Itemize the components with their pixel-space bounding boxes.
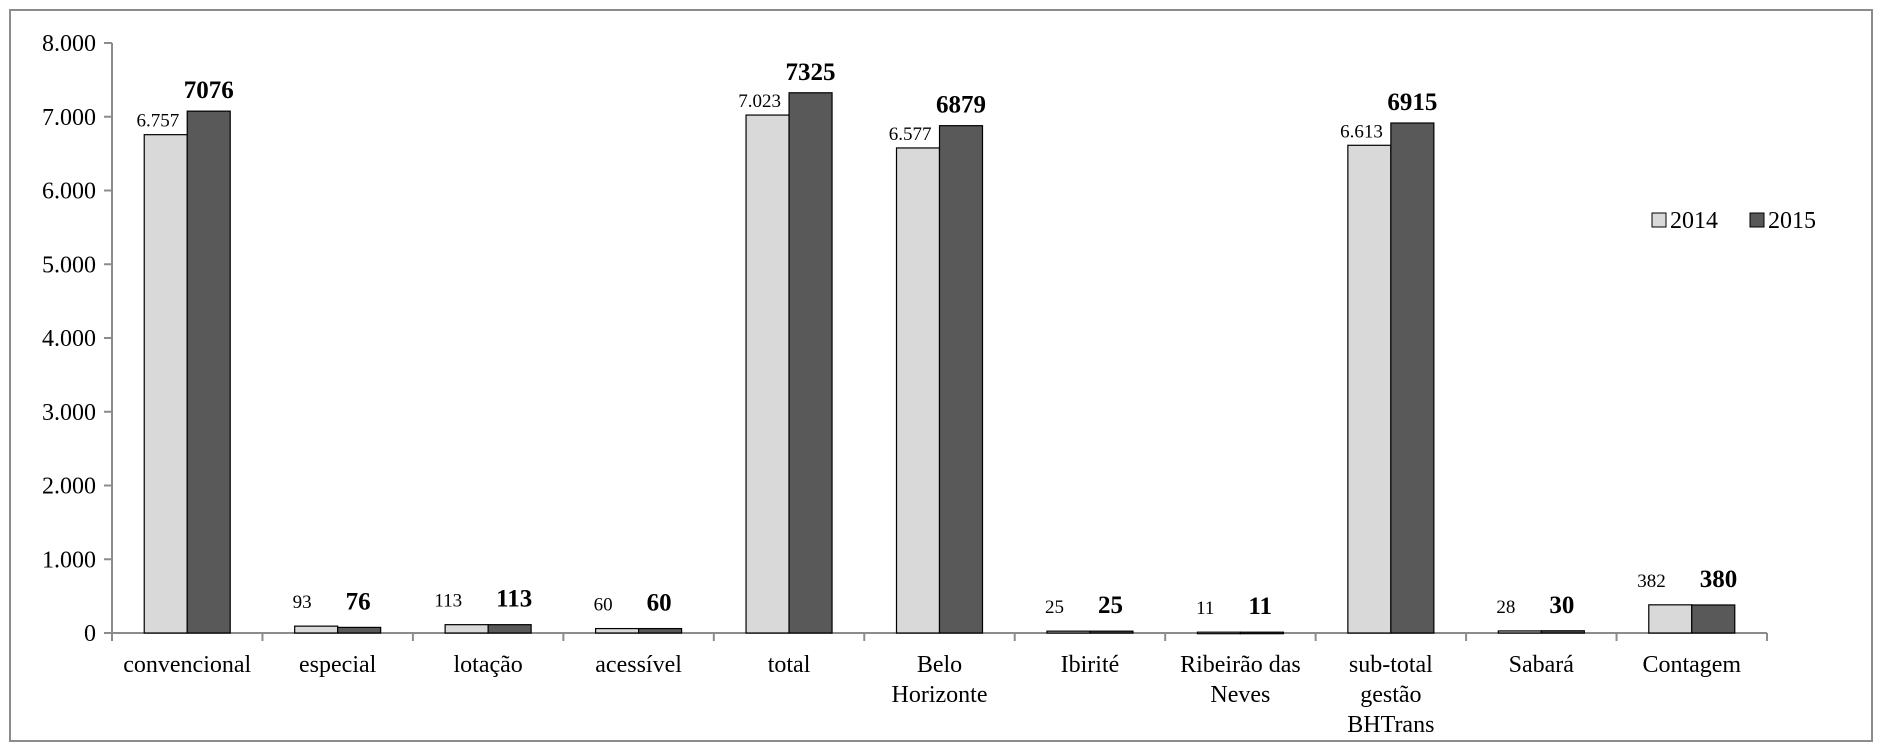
data-label-2015: 7325: [786, 59, 836, 86]
x-tick-label-line: Horizonte: [892, 682, 988, 708]
x-tick-label-line: Neves: [1210, 682, 1270, 708]
bars: [143, 92, 1736, 635]
x-tick-label: total: [768, 652, 811, 678]
x-tick-label: Contagem: [1642, 652, 1741, 678]
bar-2014: [1196, 631, 1242, 635]
data-label-2015: 60: [647, 590, 672, 617]
y-tick-label: 4.000: [42, 326, 96, 352]
data-label-2014: 93: [293, 592, 312, 613]
bar-2015: [938, 125, 984, 634]
y-tick-label: 7.000: [42, 105, 96, 131]
bar-2015: [1540, 630, 1585, 634]
data-label-2015: 113: [496, 586, 532, 613]
data-label-2015: 25: [1098, 592, 1123, 619]
x-tick-label: convencional: [123, 652, 251, 678]
x-tick-label: acessível: [595, 652, 682, 678]
bar-2015: [186, 110, 231, 634]
bar-2014: [444, 624, 489, 634]
bar-2015: [1390, 122, 1435, 634]
y-tick-label: 3.000: [42, 400, 96, 426]
legend-swatch-2015: [1749, 212, 1765, 228]
x-tick-label: especial: [299, 652, 377, 678]
data-label-2014: 7.023: [738, 91, 781, 112]
x-tick-label-line: Ibirité: [1061, 652, 1120, 678]
x-tick-label-line: sub-total: [1349, 652, 1433, 678]
bar-2014: [895, 147, 941, 634]
legend-swatch-2014: [1651, 212, 1667, 228]
x-tick-label-line: acessível: [595, 652, 682, 678]
x-tick-label: sub-total gestão BHTrans: [1347, 652, 1434, 738]
x-tick-label-line: BHTrans: [1347, 712, 1434, 738]
y-tick-label: 2.000: [42, 474, 96, 500]
data-label-2014: 11: [1196, 598, 1214, 619]
y-tick-label: 0: [84, 621, 96, 647]
data-label-2015: 30: [1549, 592, 1574, 619]
x-tick-label-line: especial: [299, 652, 377, 678]
data-label-2015: 76: [346, 588, 371, 615]
data-label-2014: 113: [434, 591, 462, 612]
x-tick-label: Ibirité: [1061, 652, 1120, 678]
data-label-2014: 60: [594, 595, 613, 616]
data-label-2015: 380: [1700, 566, 1738, 593]
data-label-2015: 6879: [936, 92, 986, 119]
legend: 2014 2015: [1651, 208, 1816, 234]
x-tick-label: Ribeirão das Neves: [1180, 652, 1301, 708]
x-tick-label-line: convencional: [123, 652, 251, 678]
data-label-2015: 11: [1248, 593, 1272, 620]
bar-2015: [1239, 631, 1285, 635]
axes: 0 1.000 2.000 3.000 4.000 5.000 6.000 7.000 8.00…: [42, 31, 1768, 738]
bar-2014: [143, 134, 188, 634]
x-tick-label-line: lotação: [453, 652, 522, 678]
legend-label-2015: 2015: [1768, 208, 1816, 234]
y-tick-label: 1.000: [42, 547, 96, 573]
y-tick-label: 6.000: [42, 179, 96, 205]
data-label-2014: 6.577: [889, 124, 932, 145]
x-tick-label-line: gestão: [1360, 682, 1421, 708]
x-tick-label-line: Sabará: [1509, 652, 1575, 678]
data-label-2014: 6.613: [1340, 121, 1383, 142]
y-tick-label: 5.000: [42, 252, 96, 278]
data-label-2014: 6.757: [136, 111, 179, 132]
bar-2015: [337, 626, 382, 634]
x-tick-label-line: Belo: [917, 652, 962, 678]
bar-2014: [1347, 144, 1392, 634]
bar-2014: [745, 114, 790, 634]
bar-2015: [788, 92, 833, 634]
bar-2015: [1691, 604, 1736, 634]
bar-2014: [1046, 630, 1091, 634]
bar-2014: [594, 627, 640, 634]
legend-label-2014: 2014: [1670, 208, 1718, 234]
x-tick-label-line: Contagem: [1642, 652, 1741, 678]
x-tick-label-line: total: [768, 652, 811, 678]
data-label-2014: 28: [1496, 597, 1515, 618]
data-label-2015: 7076: [184, 77, 234, 104]
bar-2015: [637, 627, 683, 634]
x-tick-label: Belo Horizonte: [892, 652, 988, 708]
x-tick-label-line: Ribeirão das: [1180, 652, 1301, 678]
x-tick-label: Sabará: [1509, 652, 1575, 678]
bar-2015: [487, 624, 532, 634]
bar-2015: [1089, 630, 1134, 634]
bar-2014: [1497, 630, 1542, 634]
data-label-2014: 25: [1045, 597, 1064, 618]
x-tick-label: lotação: [453, 652, 522, 678]
y-tick-label: 8.000: [42, 31, 96, 57]
data-label-2015: 6915: [1387, 89, 1437, 116]
bar-2014: [1648, 604, 1693, 634]
data-label-2014: 382: [1637, 571, 1666, 592]
bar-2014: [294, 625, 339, 634]
